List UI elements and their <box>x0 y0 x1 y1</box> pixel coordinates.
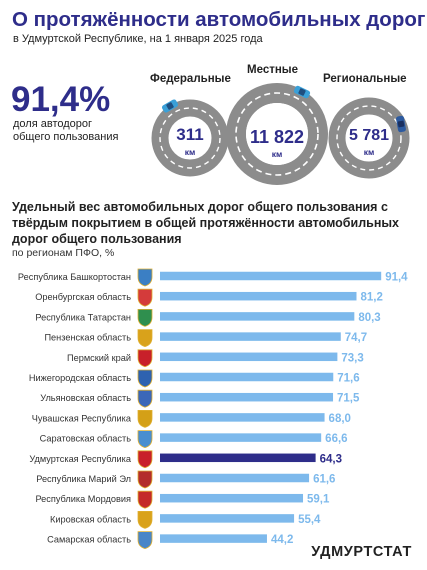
region-label: Республика Марий Эл <box>36 474 131 484</box>
region-emblem-icon <box>137 511 153 529</box>
bar-value-label: 66,6 <box>325 433 347 445</box>
bar <box>160 413 325 422</box>
bar <box>160 514 295 523</box>
car-icon-local <box>293 85 311 99</box>
road-label-local: Местные <box>247 64 299 76</box>
region-label: Пермский край <box>67 353 131 363</box>
bar-value-label: 55,4 <box>298 514 321 526</box>
region-emblem-icon <box>137 329 153 348</box>
region-label: Самарская область <box>47 535 131 545</box>
road-rings: 311 км 11 822 км 5 781 км <box>151 83 410 185</box>
region-emblem-icon <box>137 531 153 550</box>
region-label: Саратовская область <box>40 434 132 444</box>
road-ring-federal: 311 км <box>151 99 229 177</box>
bar <box>160 291 357 301</box>
share-percent: 91,4% <box>11 80 111 119</box>
bar-value-label: 64,3 <box>320 453 342 465</box>
road-label-regional: Региональные <box>323 73 407 85</box>
bar-value-label: 68,0 <box>329 413 351 425</box>
bar-value-label: 80,3 <box>358 312 380 324</box>
region-label: Республика Башкортостан <box>18 272 131 282</box>
page-subtitle: в Удмуртской Республике, на 1 января 202… <box>13 33 263 45</box>
bar-value-label: 74,7 <box>345 332 367 344</box>
region-emblem-icon <box>137 450 153 469</box>
bar-value-label: 91,4 <box>385 272 408 284</box>
region-label: Оренбургская область <box>35 292 131 302</box>
bar <box>160 453 316 463</box>
share-caption: доля автодорог общего пользования <box>13 118 119 143</box>
region-label: Пензенская область <box>44 333 131 343</box>
page-title: О протяжённости автомобильных дорог <box>12 8 426 31</box>
bar-value-label: 59,1 <box>307 494 330 506</box>
road-value-federal: 311 <box>176 125 203 144</box>
region-emblem-icon <box>137 410 153 428</box>
region-emblem-icon <box>137 430 153 449</box>
road-unit-local: км <box>272 149 283 159</box>
bar <box>160 332 341 341</box>
bar <box>160 493 304 503</box>
road-ring-local: 11 822 км <box>226 83 328 185</box>
region-label: Чувашская Республика <box>32 413 132 423</box>
road-unit-regional: км <box>364 147 375 157</box>
bar <box>160 271 382 281</box>
bar-value-label: 61,6 <box>313 474 335 486</box>
chart-section-subtitle: по регионам ПФО, % <box>12 247 115 259</box>
bar <box>160 473 310 483</box>
region-label: Удмуртская Республика <box>29 454 132 464</box>
region-emblem-icon <box>137 369 153 388</box>
region-label: Республика Татарстан <box>35 312 131 322</box>
road-ring-regional: 5 781 км <box>328 97 410 179</box>
brand-logo-text: УДМУРТСТАТ <box>311 544 412 560</box>
car-icon-regional <box>396 115 406 133</box>
region-label: Кировская область <box>50 514 131 524</box>
bar <box>160 372 334 382</box>
region-emblem-icon <box>137 268 153 287</box>
road-value-regional: 5 781 <box>349 127 389 144</box>
road-label-federal: Федеральные <box>150 73 231 85</box>
bar-value-label: 71,6 <box>337 373 359 385</box>
bar-value-label: 44,2 <box>271 534 293 546</box>
region-label: Ульяновская область <box>40 393 131 403</box>
road-value-local: 11 822 <box>250 127 304 147</box>
road-unit-federal: км <box>185 147 196 157</box>
region-emblem-icon <box>137 470 153 489</box>
region-emblem-icon <box>137 309 153 327</box>
region-label: Нижегородская область <box>29 373 131 383</box>
bar-value-label: 73,3 <box>341 352 363 364</box>
region-emblem-icon <box>137 288 153 307</box>
region-label: Республика Мордовия <box>35 494 131 504</box>
region-emblem-icon <box>137 349 153 368</box>
chart-section-title: Удельный вес автомобильных дорог общего … <box>12 200 400 246</box>
bar <box>160 392 334 402</box>
bar-value-label: 71,5 <box>337 393 360 405</box>
region-emblem-icon <box>137 490 153 509</box>
bar <box>160 352 338 362</box>
car-icon-federal <box>161 99 179 113</box>
bar <box>160 534 267 543</box>
bar-value-label: 81,2 <box>361 292 383 304</box>
region-emblem-icon <box>137 389 153 408</box>
bar <box>160 312 355 321</box>
bar <box>160 433 322 442</box>
